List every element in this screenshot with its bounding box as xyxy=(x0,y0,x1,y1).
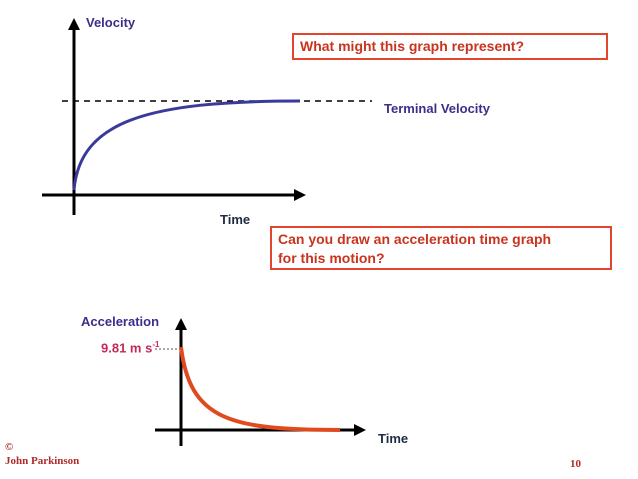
lower-time-axis-label: Time xyxy=(378,431,409,446)
author-name: John Parkinson xyxy=(5,455,80,467)
copyright-symbol: © xyxy=(5,441,14,453)
question-text-graph: What might this graph represent? xyxy=(300,38,525,54)
velocity-axis-label: Velocity xyxy=(86,15,136,30)
question-box-acceleration: Can you draw an acceleration time graph … xyxy=(270,226,612,270)
acceleration-axis-label: Acceleration xyxy=(81,314,160,329)
question-text-line2: for this motion? xyxy=(278,250,385,266)
velocity-curve xyxy=(72,99,301,191)
intercept-value-label: 9.81 m s-1 xyxy=(101,340,159,355)
acceleration-curve xyxy=(179,346,341,432)
copyright-block: © John Parkinson xyxy=(5,440,79,468)
intercept-value: 9.81 m s xyxy=(101,340,153,356)
upper-time-axis-label: Time xyxy=(220,212,251,227)
page-number: 10 xyxy=(570,458,581,470)
terminal-velocity-label: Terminal Velocity xyxy=(384,101,490,116)
question-text-line1: Can you draw an acceleration time graph xyxy=(278,231,552,247)
question-box-graph: What might this graph represent? xyxy=(292,33,608,60)
intercept-exponent: -1 xyxy=(152,340,160,349)
